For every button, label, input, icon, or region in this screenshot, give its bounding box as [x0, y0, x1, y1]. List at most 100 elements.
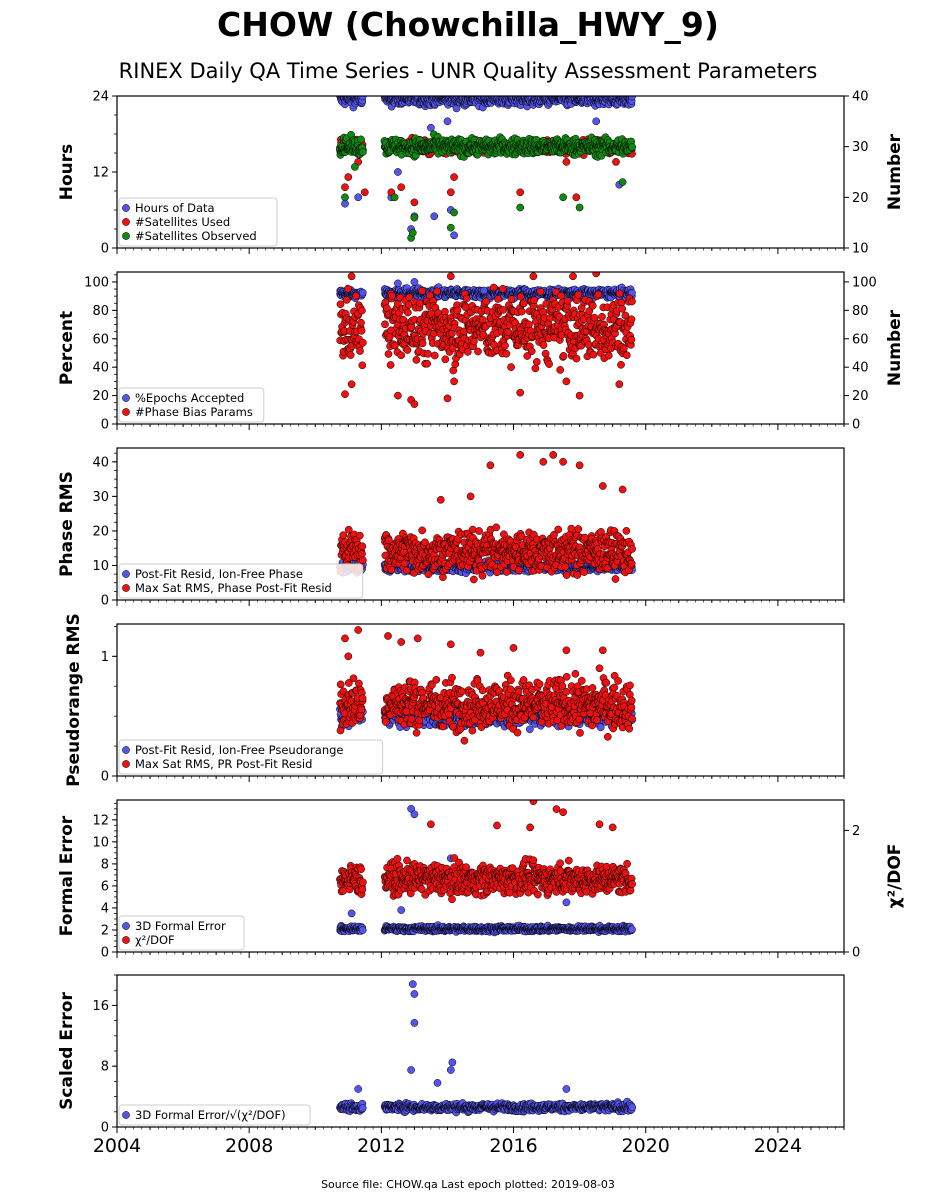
- data-point: [352, 292, 360, 300]
- data-point: [589, 350, 598, 359]
- data-point: [557, 292, 565, 300]
- outlier-point: [341, 193, 349, 202]
- data-point: [358, 549, 366, 558]
- data-point: [463, 348, 472, 356]
- outlier-point: [397, 183, 406, 192]
- legend-label: Post-Fit Resid, Ion-Free Phase: [135, 567, 303, 581]
- data-point: [559, 352, 568, 360]
- data-point: [469, 575, 478, 584]
- data-point: [475, 527, 483, 535]
- data-point: [356, 347, 364, 355]
- outlier-point: [549, 451, 558, 459]
- outlier-point: [516, 188, 525, 197]
- panel-2: 020406080100020406080100NumberPercent%Ep…: [57, 271, 905, 433]
- ytick-label: 24: [92, 90, 109, 105]
- data-point: [385, 88, 392, 95]
- data-point: [574, 525, 583, 533]
- series-1-1: [336, 87, 636, 240]
- outlier-point: [347, 380, 356, 389]
- outlier-point: [516, 451, 525, 459]
- outlier-point: [394, 391, 402, 400]
- outlier-point: [559, 193, 567, 202]
- points-panel-4: [336, 626, 636, 745]
- ytick-label: 20: [92, 389, 109, 404]
- data-point: [418, 526, 427, 535]
- data-point: [628, 143, 637, 151]
- data-point: [539, 341, 548, 349]
- data-point: [535, 96, 538, 97]
- data-point: [454, 96, 458, 97]
- data-point: [617, 360, 625, 369]
- outlier-point: [516, 388, 525, 397]
- data-point: [527, 88, 534, 95]
- data-point: [620, 344, 628, 353]
- legend-marker: [122, 204, 130, 212]
- data-point: [498, 284, 507, 293]
- data-point: [355, 531, 364, 540]
- points-panel-1: [336, 87, 637, 242]
- legend-panel-1: Hours of Data#Satellites Used#Satellites…: [118, 197, 278, 247]
- outlier-point: [486, 461, 495, 470]
- data-point: [560, 88, 567, 95]
- series-1-3: [336, 130, 637, 242]
- data-point: [556, 366, 565, 374]
- data-point: [423, 359, 431, 368]
- ytick-label: 12: [92, 166, 109, 181]
- data-point: [574, 290, 583, 299]
- legend-marker: [122, 232, 130, 240]
- data-point: [357, 326, 366, 335]
- legend-label: Hours of Data: [135, 201, 215, 215]
- data-point: [582, 87, 589, 94]
- outlier-point: [562, 377, 571, 386]
- outlier-point: [427, 123, 435, 132]
- figure-subtitle: RINEX Daily QA Time Series - UNR Quality…: [119, 59, 818, 83]
- data-point: [628, 545, 636, 553]
- data-point: [572, 354, 581, 363]
- data-point: [473, 96, 478, 97]
- data-point: [489, 283, 498, 292]
- series-3-2: [336, 451, 636, 584]
- outlier-point: [615, 380, 624, 389]
- data-point: [336, 300, 345, 309]
- right-axis-label: Number: [885, 309, 905, 386]
- outlier-point: [450, 173, 458, 181]
- right-ytick-label: 60: [852, 332, 869, 347]
- data-point: [482, 297, 491, 306]
- outlier-point: [344, 173, 353, 181]
- data-point: [552, 288, 560, 296]
- ytick-label: 0: [101, 594, 109, 609]
- data-point: [527, 347, 536, 356]
- outlier-point: [539, 457, 548, 466]
- outlier-point: [618, 178, 627, 186]
- right-ytick-label: 40: [852, 90, 869, 105]
- data-point: [357, 135, 365, 144]
- data-point: [433, 287, 441, 296]
- data-point: [584, 341, 593, 349]
- legend-marker: [122, 394, 130, 402]
- data-point: [540, 96, 543, 97]
- data-point: [403, 346, 412, 354]
- outlier-point: [394, 279, 402, 288]
- data-point: [426, 291, 434, 300]
- outlier-point: [466, 492, 475, 501]
- data-point: [621, 311, 630, 320]
- right-ytick-label: 20: [852, 389, 869, 404]
- data-point: [516, 292, 525, 301]
- data-point: [519, 299, 528, 308]
- outlier-point: [575, 391, 584, 400]
- ytick-label: 60: [92, 332, 109, 347]
- data-point: [359, 556, 367, 564]
- data-point: [627, 335, 636, 344]
- data-point: [627, 315, 636, 324]
- outlier-point: [516, 203, 525, 212]
- right-ytick-label: 80: [852, 304, 869, 319]
- data-point: [598, 312, 606, 321]
- data-point: [494, 295, 502, 303]
- data-point: [397, 351, 406, 360]
- data-point: [533, 96, 538, 97]
- data-point: [515, 566, 523, 575]
